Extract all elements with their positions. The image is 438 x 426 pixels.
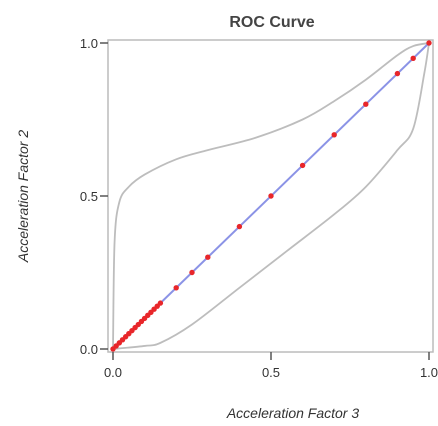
data-point <box>205 254 211 260</box>
confidence-band <box>112 42 430 350</box>
y-tick-label: 0.5 <box>80 189 98 204</box>
chart-title: ROC Curve <box>229 14 314 31</box>
lower-band-line <box>112 42 430 350</box>
x-tick-label: 1.0 <box>420 365 438 380</box>
data-point <box>157 300 164 306</box>
x-axis-label: Acceleration Factor 3 <box>226 405 359 421</box>
y-tick-label: 1.0 <box>80 36 98 51</box>
data-points <box>110 40 432 352</box>
x-tick-label: 0.5 <box>262 365 280 380</box>
data-point <box>189 269 195 276</box>
data-point <box>410 55 416 61</box>
data-point <box>394 70 401 77</box>
axis-ticks: 0.0 0.5 1.0 0.0 0.5 1.0 <box>80 36 438 380</box>
upper-band-line <box>112 42 430 350</box>
data-point <box>236 223 243 230</box>
data-point <box>426 40 432 46</box>
data-point <box>268 193 274 199</box>
data-point <box>331 132 337 138</box>
data-point <box>173 285 179 291</box>
y-tick-label: 0.0 <box>80 342 98 357</box>
data-point <box>363 101 369 107</box>
y-axis-label: Acceleration Factor 2 <box>15 130 31 263</box>
data-point <box>299 162 306 169</box>
x-tick-label: 0.0 <box>104 365 122 380</box>
